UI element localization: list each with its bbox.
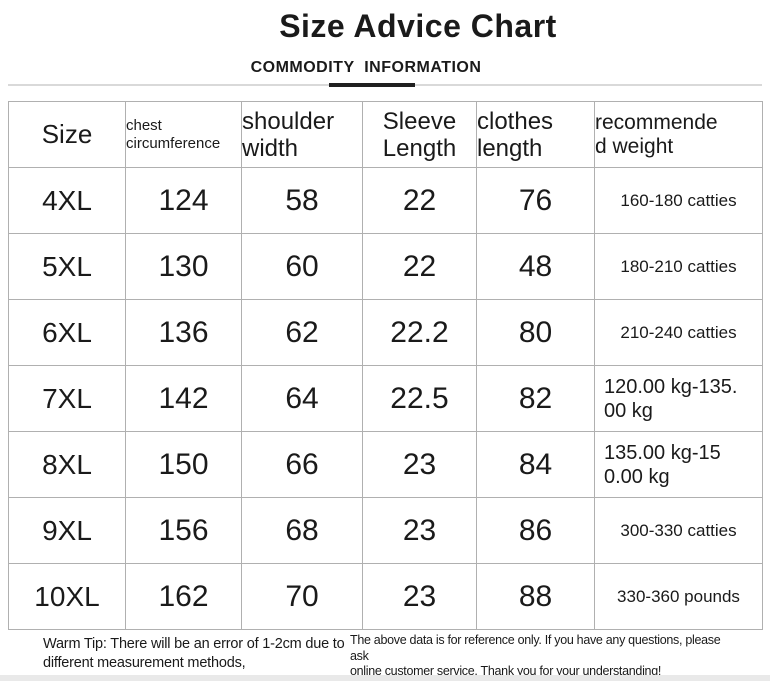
table-row-7xl: 7XL 142 64 22.5 82 120.00 kg-135. 00 kg — [8, 365, 763, 432]
chest-value: 162 — [125, 563, 242, 630]
chest-value: 136 — [125, 299, 242, 366]
col-header-shoulder-width: shoulder width — [241, 101, 363, 168]
weight-value: 160-180 catties — [594, 167, 763, 234]
table-row-5xl: 5XL 130 60 22 48 180-210 catties — [8, 233, 763, 300]
weight-value: 135.00 kg-15 0.00 kg — [594, 431, 763, 498]
shoulder-value: 58 — [241, 167, 363, 234]
shoulder-value: 60 — [241, 233, 363, 300]
table-row-6xl: 6XL 136 62 22.2 80 210-240 catties — [8, 299, 763, 366]
warm-tip-note: Warm Tip: There will be an error of 1-2c… — [43, 636, 345, 671]
section-divider — [8, 83, 762, 87]
col-header-sleeve-length: Sleeve Length — [362, 101, 477, 168]
clothes-value: 88 — [476, 563, 595, 630]
table-row-8xl: 8XL 150 66 23 84 135.00 kg-15 0.00 kg — [8, 431, 763, 498]
col-header-clothes-length: clothes length — [476, 101, 595, 168]
table-row-9xl: 9XL 156 68 23 86 300-330 catties — [8, 497, 763, 564]
weight-value: 330-360 pounds — [594, 563, 763, 630]
col-header-recommended-weight: recommende d weight — [594, 101, 763, 168]
size-value: 8XL — [8, 431, 126, 498]
col-header-size: Size — [8, 101, 126, 168]
weight-value: 180-210 catties — [594, 233, 763, 300]
bottom-bar — [0, 675, 770, 681]
section-divider-accent — [329, 83, 415, 87]
weight-value: 210-240 catties — [594, 299, 763, 366]
sleeve-value: 23 — [362, 563, 477, 630]
clothes-value: 76 — [476, 167, 595, 234]
page-title: Size Advice Chart — [279, 8, 557, 44]
clothes-value: 86 — [476, 497, 595, 564]
size-value: 7XL — [8, 365, 126, 432]
sleeve-value: 23 — [362, 431, 477, 498]
weight-value: 120.00 kg-135. 00 kg — [594, 365, 763, 432]
shoulder-value: 64 — [241, 365, 363, 432]
table-row-4xl: 4XL 124 58 22 76 160-180 catties — [8, 167, 763, 234]
commodity-information-label: COMMODITY INFORMATION — [250, 59, 482, 76]
shoulder-value: 62 — [241, 299, 363, 366]
sleeve-value: 22.5 — [362, 365, 477, 432]
clothes-value: 48 — [476, 233, 595, 300]
shoulder-value: 70 — [241, 563, 363, 630]
sleeve-value: 23 — [362, 497, 477, 564]
size-value: 5XL — [8, 233, 126, 300]
reference-note: The above data is for reference only. If… — [350, 633, 721, 678]
chest-value: 130 — [125, 233, 242, 300]
chest-value: 124 — [125, 167, 242, 234]
clothes-value: 82 — [476, 365, 595, 432]
size-value: 9XL — [8, 497, 126, 564]
shoulder-value: 66 — [241, 431, 363, 498]
chest-value: 150 — [125, 431, 242, 498]
size-value: 4XL — [8, 167, 126, 234]
size-value: 10XL — [8, 563, 126, 630]
chest-value: 156 — [125, 497, 242, 564]
chest-value: 142 — [125, 365, 242, 432]
weight-value: 300-330 catties — [594, 497, 763, 564]
footer-notes: Warm Tip: There will be an error of 1-2c… — [43, 633, 770, 680]
clothes-value: 84 — [476, 431, 595, 498]
col-header-chest-circumference: chest circumference — [125, 101, 242, 168]
size-advice-page: Size Advice Chart COMMODITY INFORMATION … — [0, 6, 770, 681]
sleeve-value: 22 — [362, 233, 477, 300]
table-row-10xl: 10XL 162 70 23 88 330-360 pounds — [8, 563, 763, 630]
size-chart-table: Size chest circumference shoulder width … — [8, 101, 763, 630]
sleeve-value: 22.2 — [362, 299, 477, 366]
header-row: Size chest circumference shoulder width … — [8, 101, 763, 168]
shoulder-value: 68 — [241, 497, 363, 564]
clothes-value: 80 — [476, 299, 595, 366]
size-value: 6XL — [8, 299, 126, 366]
sleeve-value: 22 — [362, 167, 477, 234]
